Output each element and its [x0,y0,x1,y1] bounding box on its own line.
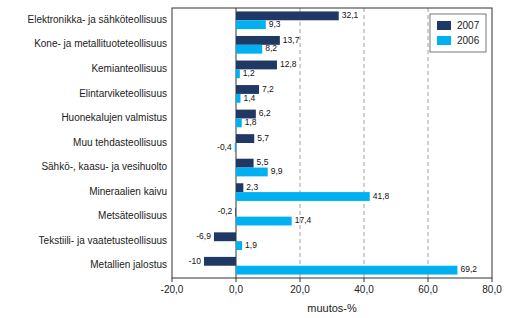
data-label: -0,4 [217,142,232,152]
tick-label: -20,0 [161,284,184,295]
category-label: Elektronikka- ja sähköteollisuus [27,14,167,25]
data-label: -10 [189,256,202,266]
data-label: 1,8 [245,117,257,127]
bar [236,69,240,78]
bar [236,192,370,201]
legend-swatch [437,21,451,30]
bar [236,266,457,275]
category-label: Metallien jalostus [90,259,167,270]
data-label: -6,9 [196,231,211,241]
category-label: Huonekalujen valmistus [61,112,167,123]
legend-label: 2006 [457,35,480,46]
data-label: 5,5 [257,157,269,167]
tick-mark [300,278,301,282]
bar [236,11,339,20]
data-label: 8,2 [265,43,277,53]
data-label: 32,1 [342,10,359,20]
bar [236,20,266,29]
data-label: 9,3 [269,19,281,29]
bar [236,241,242,250]
bar [236,118,242,127]
y-axis: Elektronikka- ja sähköteollisuus Kone- ja… [27,14,167,270]
tick-mark [172,278,173,282]
plot-frame [172,8,492,278]
grid-line [300,8,301,278]
data-label: 17,4 [295,215,312,225]
data-label: 12,8 [280,59,297,69]
bars [204,11,457,274]
tick-mark [428,278,429,282]
data-label: 7,2 [262,84,274,94]
data-label: 1,2 [243,68,255,78]
tick-label: 0,0 [229,284,243,295]
bar [204,257,236,266]
bar [214,232,236,241]
bar [236,45,262,54]
legend-box [430,14,486,52]
data-label: 41,8 [373,191,390,201]
grid [236,8,428,278]
data-label: 9,9 [271,166,283,176]
tick-mark [364,278,365,282]
tick-label: 20,0 [290,284,310,295]
bar [235,208,237,217]
data-label: 69,2 [460,264,477,274]
legend: 2007 2006 [430,14,486,52]
tick-mark [492,278,493,282]
bar [236,94,240,103]
category-label: Kemianteollisuus [91,63,167,74]
data-label: 5,7 [257,133,269,143]
category-label: Sähkö-, kaasu- ja vesihuolto [41,161,167,172]
x-axis-label: muutos-% [307,302,357,314]
chart-container: -20,0 0,0 20,0 40,0 60,0 80,0 muutos-% Elektron… [0,0,508,318]
tick-label: 80,0 [482,284,502,295]
chart: -20,0 0,0 20,0 40,0 60,0 80,0 muutos-% Elektron… [0,0,508,318]
category-label: Tekstiili- ja vaatetusteollisuus [39,235,167,246]
x-axis: -20,0 0,0 20,0 40,0 60,0 80,0 [161,278,503,295]
category-label: Kone- ja metallituoteteollisuus [34,38,167,49]
bar [236,168,268,177]
category-label: Elintarviketeollisuus [79,88,167,99]
legend-swatch [437,36,451,45]
category-label: Muu tehdasteollisuus [73,137,167,148]
grid-line [364,8,365,278]
legend-label: 2007 [457,20,480,31]
tick-label: 60,0 [418,284,438,295]
data-label: 6,2 [259,108,271,118]
data-label: 13,7 [283,35,300,45]
data-label: 1,9 [245,240,257,250]
bar [236,159,254,168]
data-label: 1,4 [243,93,255,103]
tick-mark [236,278,237,282]
data-label: -0,2 [218,206,233,216]
data-label: 2,3 [246,182,258,192]
bar [235,143,236,152]
bar [236,183,243,192]
bar [236,217,292,226]
category-label: Mineraalien kaivu [89,186,167,197]
bar [236,134,254,143]
tick-label: 40,0 [354,284,374,295]
grid-line [428,8,429,278]
category-label: Metsäteollisuus [98,210,167,221]
